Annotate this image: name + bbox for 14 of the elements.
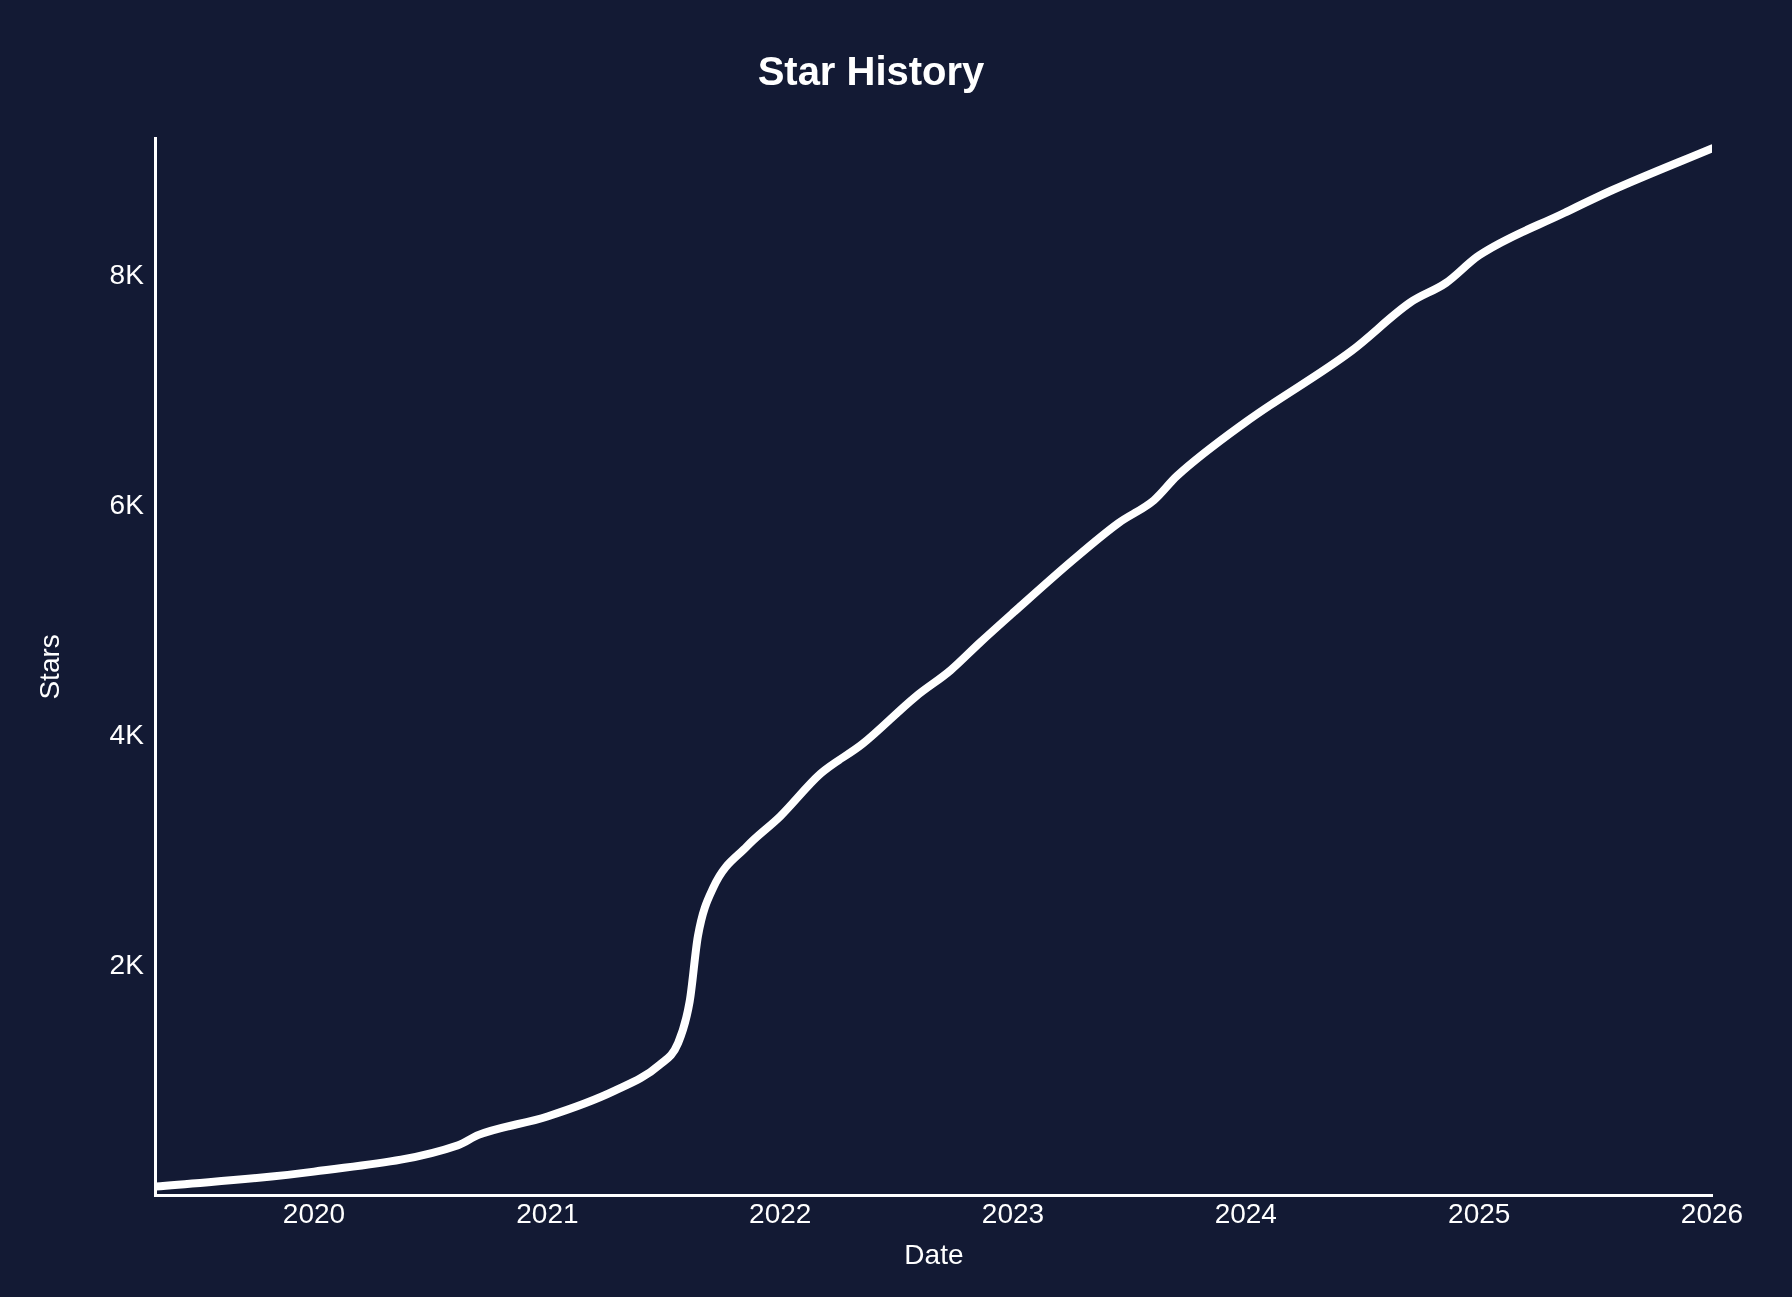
x-tick-label: 2021	[516, 1198, 579, 1230]
x-tick-label: 2022	[749, 1198, 812, 1230]
x-axis-title: Date	[904, 1238, 964, 1270]
y-axis-title: Stars	[33, 634, 65, 700]
y-tick-label: 6K	[109, 488, 145, 520]
chart-title: Star History	[757, 49, 986, 94]
x-tick-label: 2023	[981, 1198, 1045, 1230]
x-tick-label: 2025	[1448, 1198, 1511, 1230]
x-tick-label: 2020	[282, 1198, 346, 1230]
x-tick-label: 2024	[1214, 1198, 1277, 1230]
y-tick-label: 8K	[109, 258, 145, 290]
y-tick-label: 2K	[109, 948, 145, 980]
y-tick-label: 4K	[109, 718, 145, 750]
x-tick-label: 2026	[1680, 1198, 1744, 1230]
